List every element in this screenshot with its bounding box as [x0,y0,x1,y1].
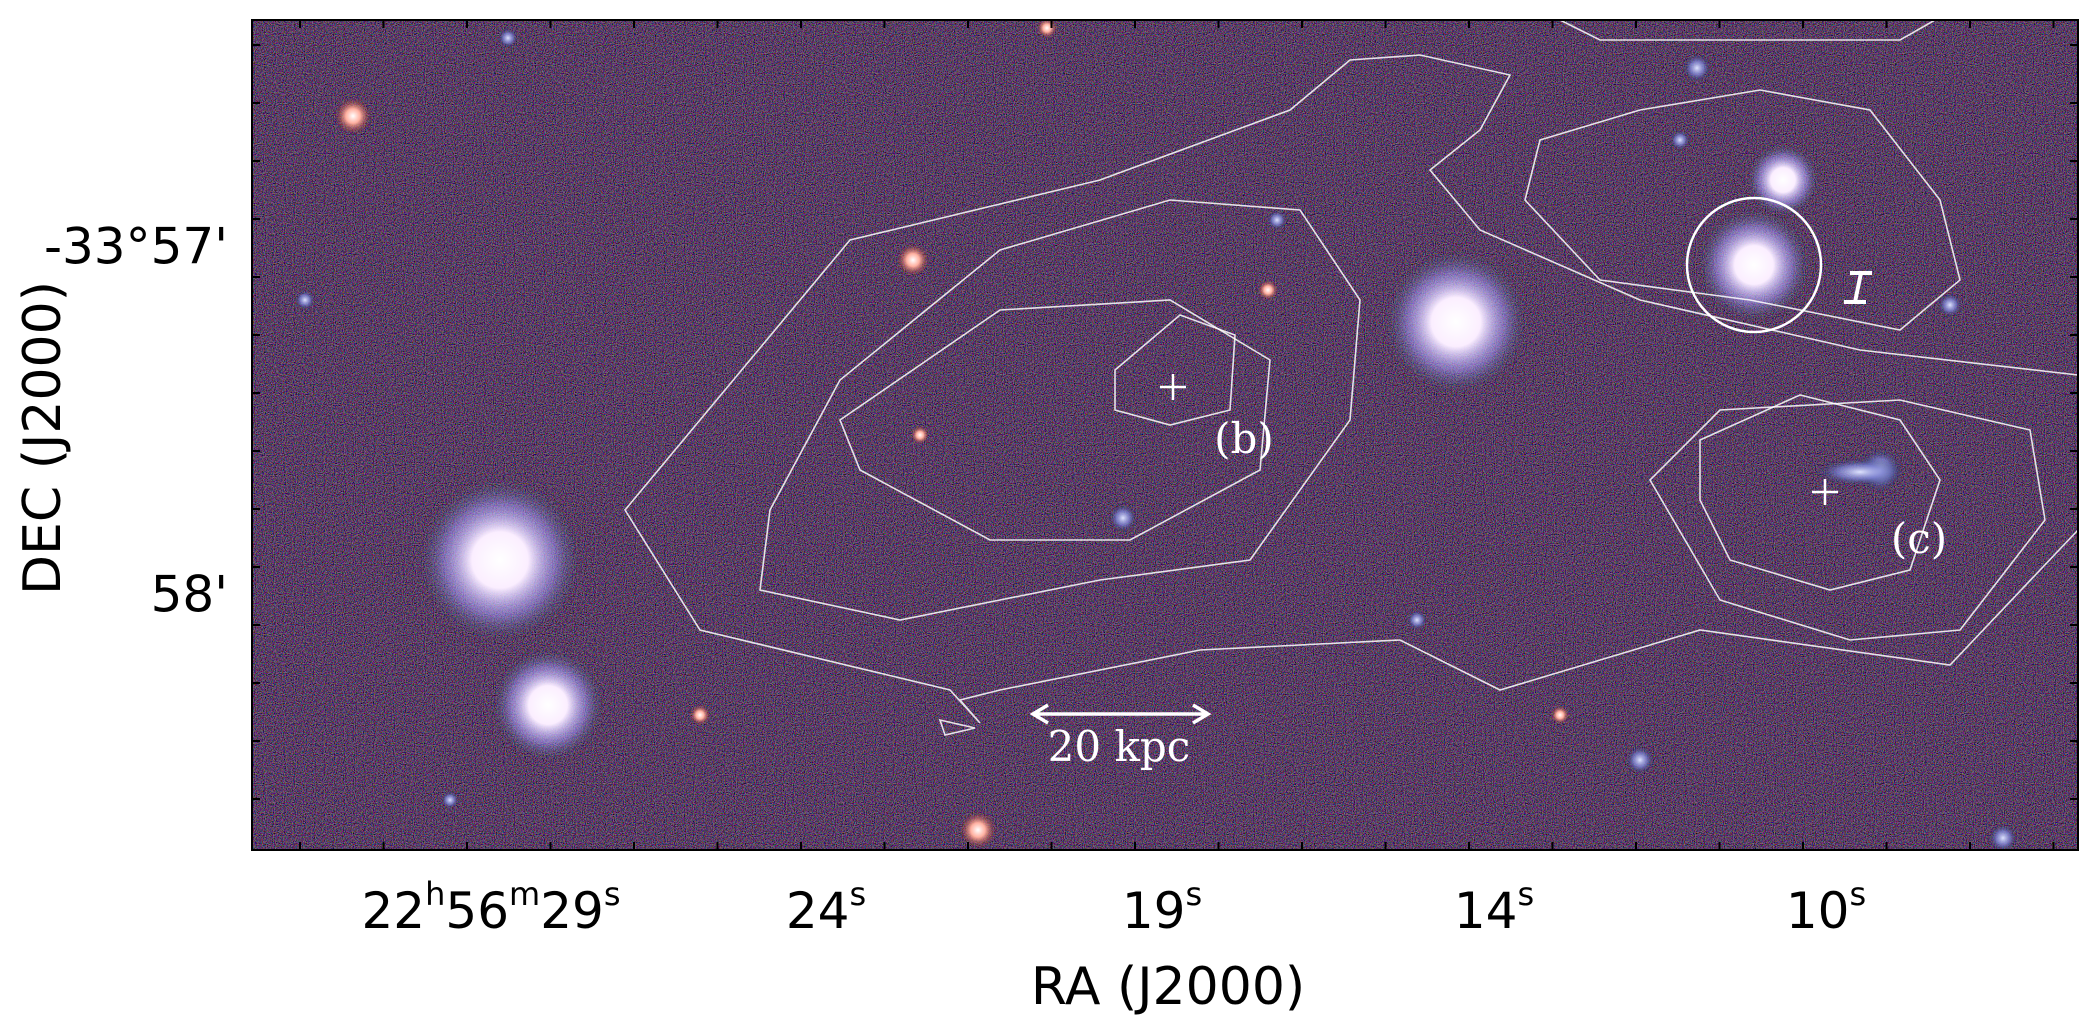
tick-number: 10 [1786,882,1850,940]
star [493,650,603,760]
page: {"axes":{"x_title":"RA (J2000)","y_title… [0,0,2082,1022]
tick-number: 29 [540,882,604,940]
x-tick-label: 19s [1122,875,1202,940]
figure: (b) (c) 20 kpc RA (J2000) DEC (J2000) -3… [0,0,2082,1022]
unit-sup: s [604,875,621,913]
unit-sup: h [425,875,445,913]
y-tick-label: -33°57' [44,218,228,276]
star [960,812,996,848]
star [911,426,929,444]
star [1407,610,1427,630]
star [498,28,518,48]
star [441,791,459,809]
label-b: (b) [1214,414,1274,463]
tick-number: 22 [362,882,426,940]
star [1938,293,1962,317]
star [1699,210,1809,320]
star [690,705,710,725]
label-c: (c) [1891,514,1947,563]
unit-sup: s [1849,875,1866,913]
star [1989,824,2017,852]
x-tick-label: 24s [786,875,866,940]
star [1386,252,1526,392]
star [1551,706,1569,724]
tick-number: 24 [786,882,850,940]
sky-image: (b) (c) 20 kpc [252,18,2078,852]
galaxy [1815,458,1905,486]
star [897,244,929,276]
x-tick-label: 14s [1454,875,1534,940]
star [1258,280,1278,300]
star [420,480,580,640]
x-axis-title: RA (J2000) [1031,957,1305,1017]
star [1267,210,1287,230]
star [1109,504,1137,532]
star [295,290,315,310]
unit-sup: s [1185,875,1202,913]
x-tick-label: 22h56m29s [362,875,621,940]
scale-label: 20 kpc [1048,722,1191,771]
y-axis-title: DEC (J2000) [13,281,73,595]
star [335,98,371,134]
unit-sup: m [509,875,540,913]
y-tick-label: 58' [151,566,228,624]
star [1670,130,1690,150]
tick-number: 19 [1122,882,1186,940]
unit-sup: s [849,875,866,913]
star [1683,54,1711,82]
x-tick-label: 10s [1786,875,1866,940]
star [1626,746,1654,774]
unit-sup: s [1517,875,1534,913]
tick-number: 56 [445,882,509,940]
tick-number: 14 [1454,882,1518,940]
